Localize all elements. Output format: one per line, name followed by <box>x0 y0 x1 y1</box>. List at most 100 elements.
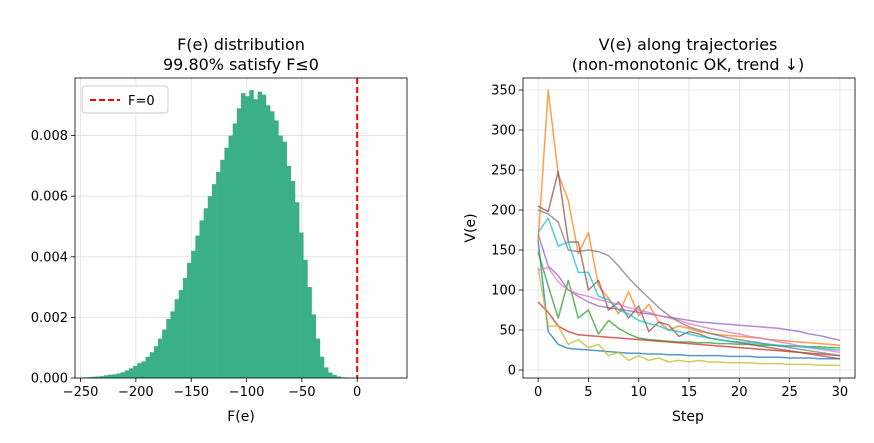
histogram-frame <box>74 77 408 379</box>
histogram-bar <box>286 165 292 378</box>
histogram-bar <box>99 376 105 378</box>
histogram-title-line-1: F(e) distribution <box>177 35 305 54</box>
histogram-ytick-label: 0.000 <box>31 372 68 387</box>
histogram-bar <box>112 374 117 378</box>
histogram-bar <box>224 147 229 378</box>
histogram-bar <box>104 375 109 378</box>
histogram-bar <box>220 159 225 378</box>
histogram-bar <box>158 338 163 378</box>
histogram-title-line-2: 99.80% satisfy F≤0 <box>163 55 319 74</box>
histogram-bar <box>182 278 188 378</box>
legend-box <box>81 85 169 114</box>
histogram-bar <box>133 365 138 378</box>
trajectory-ylabel: V(e) <box>463 213 479 242</box>
trajectory-line <box>537 266 841 354</box>
trajectory-xtick-label: 25 <box>781 385 798 400</box>
trajectory-ytick-label: 250 <box>491 164 516 179</box>
histogram-bar <box>245 96 250 378</box>
histogram-bar <box>241 93 246 378</box>
trajectory-line <box>537 240 840 360</box>
trajectory-ytick-label: 0 <box>508 364 516 379</box>
histogram-bar <box>307 287 312 378</box>
histogram-bar <box>108 374 113 378</box>
histogram-bar <box>332 374 337 378</box>
histogram-bar <box>216 171 221 378</box>
histogram-bar <box>149 352 155 378</box>
histogram-bar <box>232 123 238 378</box>
histogram-bar <box>249 90 254 378</box>
histogram-panel: F(e) distribution 99.80% satisfy F≤0 −25… <box>31 35 408 425</box>
trajectory-line <box>537 209 841 357</box>
histogram-bar <box>257 91 263 379</box>
trajectory-xtick-label: 5 <box>584 385 592 400</box>
histogram-legend: F=0 <box>81 85 169 114</box>
histogram-bar <box>141 361 146 378</box>
histogram-bar <box>211 184 217 378</box>
trajectory-frame <box>522 77 856 379</box>
histogram-bar <box>311 314 316 378</box>
trajectory-line <box>537 170 841 360</box>
histogram-bar <box>128 368 134 378</box>
histogram-xtick-label: 0 <box>353 385 361 400</box>
histogram-ticks: −250 −200 −150 −100 −50 0 0.000 0.002 0.004 0.006… <box>31 129 362 400</box>
histogram-bar <box>153 346 159 378</box>
trajectory-title-line-1: V(e) along trajectories <box>599 35 778 54</box>
histogram-bar <box>170 311 175 378</box>
histogram-bar <box>336 376 341 378</box>
histogram-ytick-label: 0.008 <box>31 129 68 144</box>
histogram-bar <box>137 363 142 378</box>
histogram-bar <box>124 370 130 378</box>
histogram-xlabel: F(e) <box>227 409 255 425</box>
histogram-bar <box>91 376 97 378</box>
histogram-bar <box>87 377 92 378</box>
trajectory-line <box>537 233 841 342</box>
trajectory-ytick-label: 200 <box>491 204 516 219</box>
histogram-bar <box>178 290 184 378</box>
histogram-bar <box>303 259 308 378</box>
histogram-bar <box>174 299 180 378</box>
trajectory-xtick-label: 20 <box>731 385 748 400</box>
histogram-bar <box>162 329 167 378</box>
trajectory-ytick-label: 150 <box>491 244 516 259</box>
trajectory-xtick-label: 15 <box>681 385 698 400</box>
histogram-ytick-label: 0.006 <box>31 190 68 205</box>
histogram-xtick-label: −200 <box>118 385 154 400</box>
histogram-bar <box>199 220 204 378</box>
histogram-bar <box>95 376 101 378</box>
trajectory-ytick-label: 100 <box>491 284 516 299</box>
trajectory-line <box>537 301 840 357</box>
trajectory-title-line-2: (non-monotonic OK, trend ↓) <box>572 55 805 74</box>
histogram-bar <box>120 372 126 378</box>
histogram-bar <box>166 318 171 378</box>
trajectory-line <box>537 267 840 366</box>
trajectory-xtick-label: 0 <box>534 385 542 400</box>
histogram-bar <box>207 196 213 378</box>
histogram-bar <box>236 108 242 378</box>
trajectory-lines <box>537 89 841 366</box>
histogram-bar <box>195 235 200 378</box>
histogram-bar <box>116 373 121 378</box>
histogram-bar <box>265 105 271 378</box>
trajectory-ytick-label: 350 <box>491 84 516 99</box>
histogram-bar <box>278 135 283 378</box>
trajectory-ytick-label: 50 <box>499 324 516 339</box>
histogram-bar <box>324 367 329 378</box>
histogram-xtick-label: −250 <box>63 385 99 400</box>
histogram-bar <box>282 141 287 378</box>
histogram-bar <box>187 262 192 378</box>
histogram-bar <box>299 232 304 378</box>
histogram-bar <box>274 120 279 378</box>
trajectory-ytick-label: 300 <box>491 124 516 139</box>
trajectory-xlabel: Step <box>672 409 704 425</box>
histogram-ytick-label: 0.002 <box>31 311 68 326</box>
histogram-bar <box>319 356 325 378</box>
histogram-bar <box>253 99 258 378</box>
histogram-bar <box>328 372 333 378</box>
trajectory-xtick-label: 10 <box>630 385 647 400</box>
legend-label: F=0 <box>128 94 155 109</box>
trajectory-xtick-label: 30 <box>832 385 849 400</box>
trajectory-panel: V(e) along trajectories (non-monotonic O… <box>463 35 856 425</box>
histogram-bar <box>270 111 275 378</box>
histogram-bar <box>290 181 296 378</box>
